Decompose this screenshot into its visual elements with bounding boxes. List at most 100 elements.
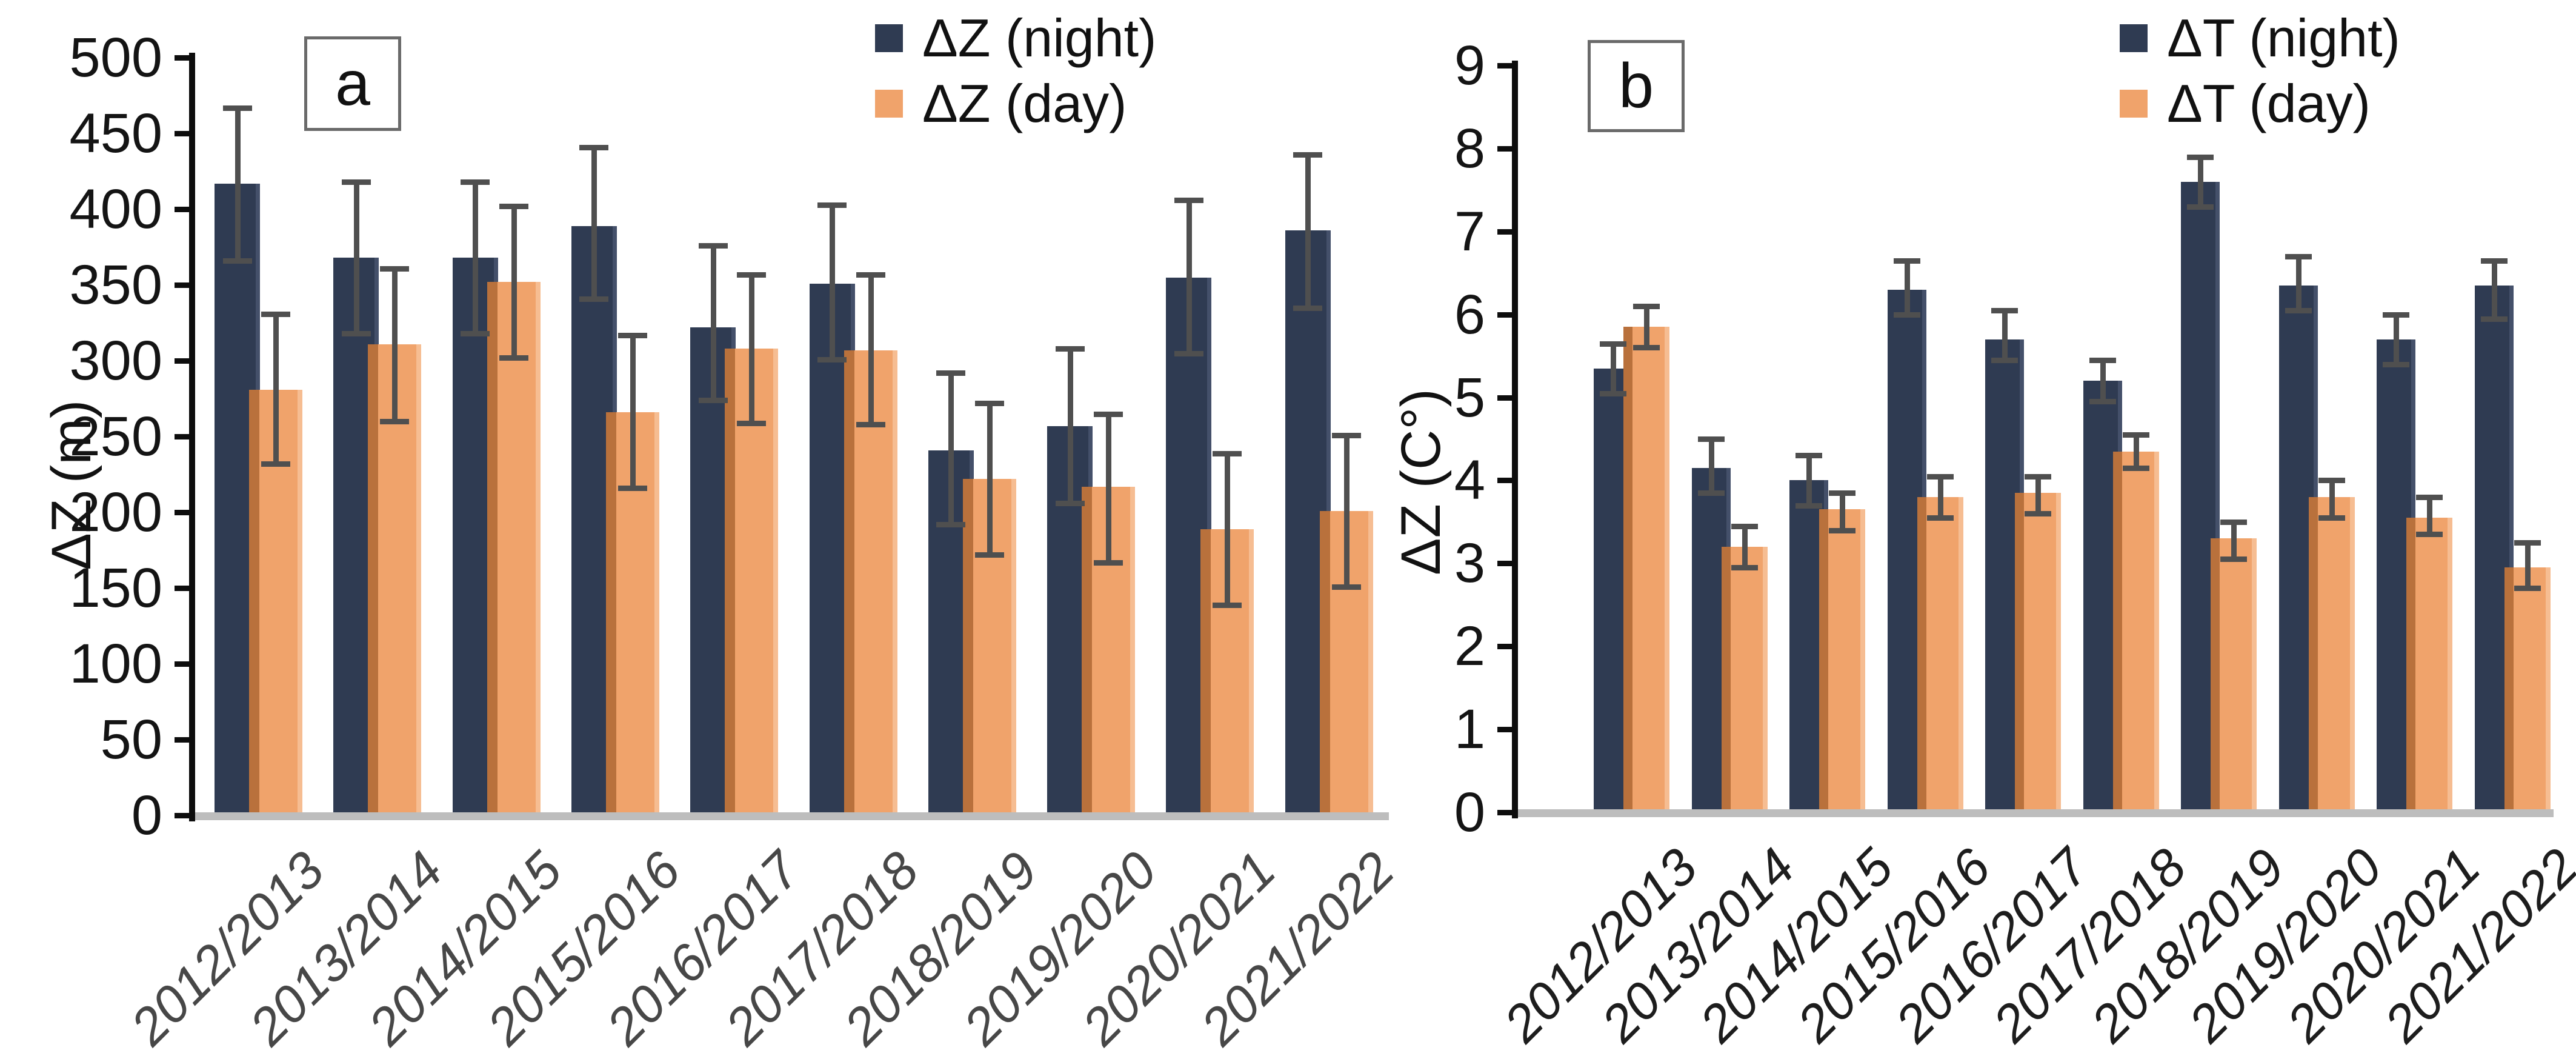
error-bar-line	[1938, 476, 1943, 518]
error-bar-cap-bottom	[1213, 603, 1242, 608]
error-bar-line	[830, 205, 835, 359]
error-bar-cap-bottom	[856, 422, 885, 427]
error-bar-cap-top	[936, 370, 965, 376]
error-bar-line	[2134, 435, 2139, 468]
error-bar-cap-top	[1991, 308, 2018, 313]
y-tick	[175, 282, 195, 288]
error-bar-line	[2492, 261, 2497, 319]
error-bar-line	[1611, 344, 1616, 393]
error-bar-cap-bottom	[1829, 528, 1855, 533]
error-bar-line	[711, 246, 716, 400]
bar-day	[2504, 567, 2551, 817]
error-bar-cap-bottom	[1633, 345, 1660, 350]
error-bar-cap-bottom	[1174, 351, 1203, 356]
error-bar-cap-top	[2187, 155, 2214, 160]
error-bar-cap-bottom	[2514, 586, 2541, 591]
error-bar-line	[2296, 256, 2301, 310]
error-bar-cap-top	[2383, 312, 2409, 318]
y-tick	[1497, 229, 1518, 235]
y-tick	[175, 131, 195, 136]
y-tick-label: 300	[69, 330, 163, 392]
error-bar-cap-bottom	[2416, 532, 2443, 537]
error-bar-line	[1905, 261, 1910, 315]
panel-letter-b: b	[1619, 51, 1654, 121]
legend-label: ΔZ (night)	[922, 8, 1157, 68]
error-bar-cap-bottom	[2285, 308, 2312, 313]
error-bar-cap-top	[2025, 474, 2051, 480]
error-bar-cap-bottom	[2481, 316, 2508, 322]
error-bar-cap-top	[737, 272, 766, 278]
y-tick-label: 1	[1454, 698, 1485, 760]
error-bar-cap-top	[1293, 152, 1322, 158]
error-bar-cap-bottom	[975, 552, 1004, 558]
panel-label-box-a: a	[304, 36, 401, 131]
error-bar-cap-top	[2318, 478, 2345, 483]
y-tick-label: 250	[69, 406, 163, 467]
y-axis-line	[1512, 61, 1518, 818]
error-bar-line	[1806, 455, 1812, 505]
error-bar-cap-bottom	[699, 398, 728, 403]
error-bar-cap-bottom	[342, 331, 371, 336]
bar-day	[487, 282, 541, 820]
error-bar-cap-top	[1894, 258, 1920, 264]
y-tick-label: 9	[1454, 35, 1485, 96]
error-bar-line	[1840, 493, 1845, 530]
legend-swatch	[2120, 24, 2148, 52]
error-bar-cap-bottom	[1600, 391, 1626, 396]
error-bar-cap-top	[699, 243, 728, 249]
error-bar-cap-top	[2285, 254, 2312, 259]
y-tick-label: 500	[69, 27, 163, 89]
error-bar-line	[473, 182, 478, 333]
error-bar-cap-bottom	[1332, 584, 1361, 590]
legend-label: ΔT (day)	[2167, 73, 2371, 133]
y-tick-label: 3	[1454, 532, 1485, 594]
error-bar-line	[2035, 476, 2041, 514]
error-bar-line	[1225, 453, 1230, 605]
y-tick	[175, 737, 195, 743]
error-bar-cap-top	[2220, 520, 2247, 525]
error-bar-cap-top	[342, 179, 371, 185]
error-bar-cap-top	[1927, 474, 1954, 480]
error-bar-cap-top	[2514, 540, 2541, 546]
y-tick	[175, 510, 195, 515]
bar-day	[2015, 493, 2061, 817]
y-tick	[1497, 644, 1518, 649]
bar-day	[1819, 509, 1865, 817]
error-bar-line	[2100, 360, 2106, 401]
error-bar-cap-top	[461, 179, 490, 185]
error-bar-line	[511, 206, 517, 358]
error-bar-cap-bottom	[1894, 312, 1920, 318]
error-bar-line	[2329, 480, 2335, 518]
y-tick	[175, 586, 195, 591]
error-bar-cap-top	[579, 145, 608, 150]
error-bar-cap-top	[2089, 358, 2116, 363]
x-axis-baseline	[195, 812, 1389, 820]
error-bar-cap-bottom	[1698, 490, 1725, 496]
error-bar-line	[2231, 522, 2237, 560]
error-bar-cap-bottom	[380, 419, 409, 424]
error-bar-line	[591, 147, 597, 299]
error-bar-line	[2525, 543, 2531, 588]
error-bar-line	[2198, 157, 2203, 207]
error-bar-cap-top	[380, 266, 409, 272]
error-bar-cap-bottom	[817, 357, 847, 363]
bar-day	[2113, 452, 2159, 817]
y-tick-label: 400	[69, 178, 163, 240]
bar-day	[844, 350, 897, 820]
y-tick	[1497, 561, 1518, 566]
y-tick-label: 450	[69, 102, 163, 164]
y-tick	[1497, 63, 1518, 69]
error-bar-cap-bottom	[2383, 362, 2409, 367]
y-tick-label: 200	[69, 481, 163, 543]
y-tick-label: 0	[1454, 781, 1485, 843]
error-bar-line	[1106, 414, 1111, 563]
error-bar-cap-top	[1174, 198, 1203, 203]
y-tick	[1497, 146, 1518, 152]
y-tick-label: 350	[69, 254, 163, 316]
error-bar-cap-bottom	[461, 331, 490, 336]
error-bar-line	[354, 182, 359, 333]
error-bar-line	[1644, 306, 1649, 347]
y-tick	[175, 434, 195, 439]
error-bar-line	[392, 269, 398, 422]
error-bar-cap-bottom	[1731, 565, 1758, 570]
